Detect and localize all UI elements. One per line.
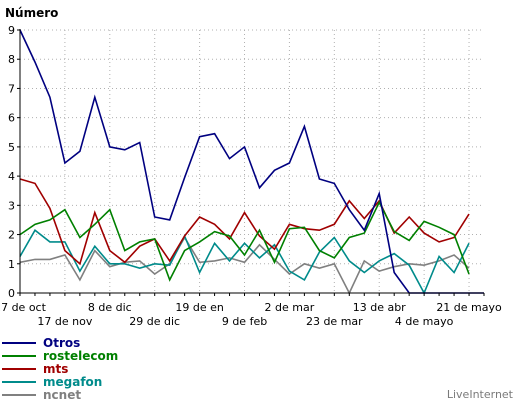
x-tick-label: 21 de mayo <box>436 301 502 314</box>
y-tick-labels: 0 1 2 3 4 5 6 7 8 9 <box>8 24 15 300</box>
x-tick-label: 23 de mar <box>306 315 363 328</box>
y-tick-label: 6 <box>8 112 15 125</box>
y-tick-label: 7 <box>8 82 15 95</box>
x-tick-label: 19 de en <box>175 301 224 314</box>
series-line-ncnet <box>19 235 470 295</box>
x-tick-label: 8 de dic <box>88 301 132 314</box>
x-tick-label: 9 de feb <box>222 315 267 328</box>
series-line-mts <box>19 178 470 266</box>
series-layer <box>19 29 484 295</box>
liveinternet-brand: LiveInternet <box>447 388 514 401</box>
series-line-rostelecom <box>19 200 470 282</box>
legend-label-megafon: megafon <box>43 375 102 389</box>
y-tick-label: 3 <box>8 199 15 212</box>
x-tick-label: 2 de mar <box>265 301 315 314</box>
x-tick-label: 4 de mayo <box>395 315 454 328</box>
legend-label-ncnet: ncnet <box>43 388 81 402</box>
y-axis-label: Número <box>5 6 58 20</box>
legend-label-rostelecom: rostelecom <box>43 349 118 363</box>
y-tick-label: 2 <box>8 229 15 242</box>
series-line-megafon <box>19 228 470 295</box>
grid <box>20 29 484 293</box>
y-tick-label: 4 <box>8 170 15 183</box>
x-tick-label: 17 de nov <box>37 315 92 328</box>
x-tick-label: 29 de dic <box>129 315 180 328</box>
x-tick-label: 27 de oct <box>0 301 47 314</box>
x-tick-label: 13 de abr <box>353 301 406 314</box>
y-tick-label: 5 <box>8 141 15 154</box>
y-tick-label: 0 <box>8 287 15 300</box>
axes <box>17 29 485 296</box>
legend-label-mts: mts <box>43 362 68 376</box>
y-tick-label: 8 <box>8 53 15 66</box>
y-tick-label: 9 <box>8 24 15 37</box>
series-line-Otros <box>19 29 484 294</box>
legend-label-Otros: Otros <box>43 336 80 350</box>
y-tick-label: 1 <box>8 258 15 271</box>
